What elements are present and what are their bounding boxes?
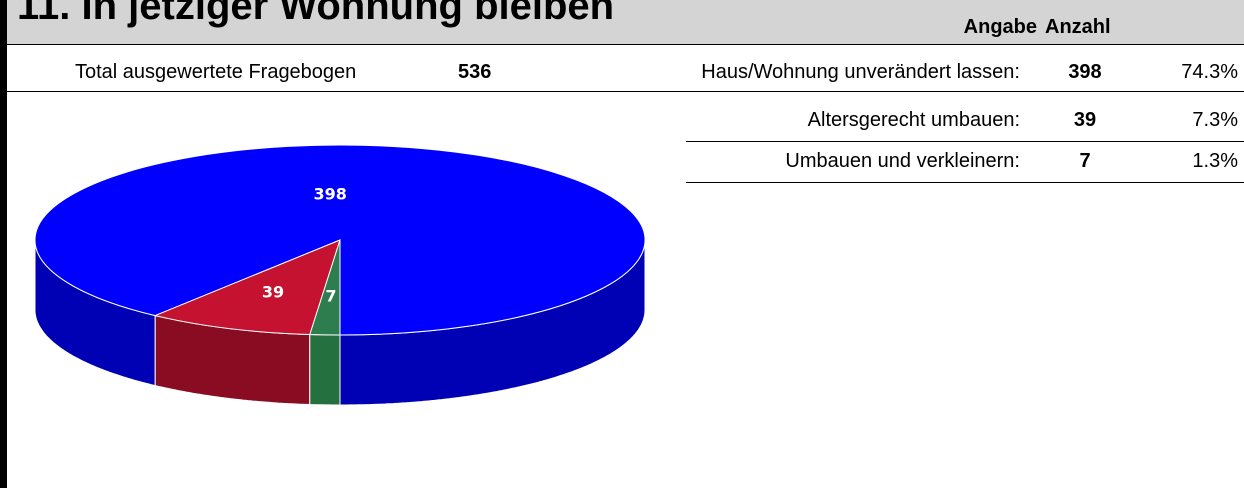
row-rule xyxy=(686,141,1244,142)
left-border xyxy=(0,0,7,488)
summary-total: 536 xyxy=(458,61,492,83)
col-count: Anzahl xyxy=(1045,16,1111,38)
title: 11. In jetziger Wohnung bleiben xyxy=(17,0,615,28)
row-percent: 74.3% xyxy=(1181,61,1238,83)
row-rule xyxy=(7,91,1244,92)
pie-side xyxy=(309,333,341,406)
col-label: Angabe xyxy=(963,16,1037,38)
row-label: Umbauen und verkleinern: xyxy=(785,150,1020,172)
summary-label: Total ausgewertete Fragebogen xyxy=(75,61,357,83)
row-label: Haus/Wohnung unverändert lassen: xyxy=(701,61,1020,83)
pie-slice xyxy=(309,239,341,336)
pie-slice xyxy=(153,239,341,336)
slice-label: 39 xyxy=(262,283,284,302)
row-count: 398 xyxy=(1068,61,1102,83)
row-percent: 7.3% xyxy=(1192,109,1238,131)
slice-label: 398 xyxy=(313,185,346,204)
header: 11. In jetziger Wohnung bleiben Angabe A… xyxy=(7,0,1244,45)
row-count: 7 xyxy=(1079,150,1091,172)
row-label: Altersgerecht umbauen: xyxy=(807,109,1020,131)
row-rule xyxy=(686,182,1244,183)
row-percent: 1.3% xyxy=(1192,150,1238,172)
row-count: 39 xyxy=(1073,109,1097,131)
slice-label: 7 xyxy=(325,286,336,305)
